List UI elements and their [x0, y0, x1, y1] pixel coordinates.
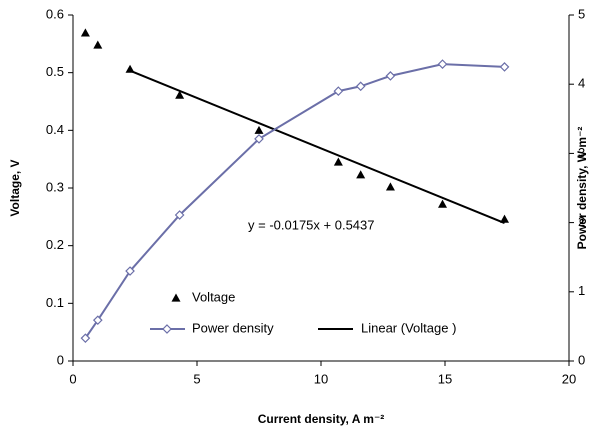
triangle-marker [333, 157, 343, 166]
diamond-marker [385, 71, 396, 81]
triangle-marker [93, 40, 103, 49]
x-tick-label: 0 [69, 371, 76, 386]
diamond-marker [355, 81, 366, 92]
y2-tick-label: 0 [578, 352, 585, 367]
legend-label: Power density [192, 320, 274, 335]
triangle-marker [438, 199, 448, 208]
y-tick-label: 0.3 [46, 179, 64, 194]
y-tick-label: 0.5 [46, 64, 64, 79]
diamond-marker [499, 62, 510, 72]
y2-tick-label: 5 [578, 6, 585, 21]
x-axis-label: Current density, A m⁻² [258, 412, 385, 426]
y2-tick-label: 4 [578, 76, 585, 91]
x-tick-label: 5 [193, 371, 200, 386]
triangle-marker [80, 28, 90, 37]
diamond-marker [174, 210, 185, 220]
trendline [129, 69, 505, 224]
y-tick-label: 0.2 [46, 237, 64, 252]
x-tick-label: 20 [562, 371, 576, 386]
y2-tick-label: 1 [578, 283, 585, 298]
diamond-marker [333, 86, 344, 96]
y2-tick-label: 3 [578, 145, 585, 160]
triangle-marker [385, 182, 395, 191]
triangle-marker [356, 170, 366, 179]
triangle-marker [125, 64, 135, 73]
y-tick-label: 0.1 [46, 295, 64, 310]
y-tick-label: 0 [57, 352, 64, 367]
diamond-marker [80, 333, 91, 344]
y-axis-label: Voltage, V [8, 159, 22, 216]
legend-label: Voltage [192, 289, 235, 304]
diamond-marker [254, 134, 264, 144]
x-tick-label: 10 [314, 371, 328, 386]
y-tick-label: 0.4 [46, 122, 64, 137]
triangle-marker [500, 214, 510, 223]
series-line [84, 63, 505, 339]
diamond-marker [437, 59, 448, 69]
y2-axis-label: Power density, W m⁻² [575, 127, 589, 250]
legend-label: Linear (Voltage ) [361, 320, 456, 335]
x-tick-label: 15 [438, 371, 452, 386]
diamond-marker [92, 315, 103, 326]
trendline-equation: y = -0.0175x + 0.5437 [248, 217, 374, 232]
diamond-marker [125, 266, 135, 276]
y2-tick-label: 2 [578, 214, 585, 229]
triangle-marker [175, 90, 185, 99]
y-tick-label: 0.6 [46, 6, 64, 21]
legend-marker [171, 293, 181, 302]
legend-marker [162, 324, 172, 334]
triangle-marker [254, 125, 264, 134]
